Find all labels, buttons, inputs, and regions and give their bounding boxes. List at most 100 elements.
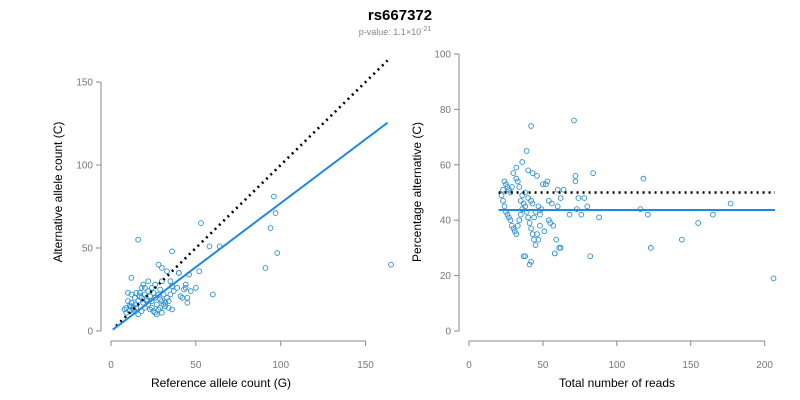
subtitle-exponent: -21 [421, 26, 431, 33]
data-point [128, 275, 135, 281]
data-point [548, 200, 555, 207]
data-point [125, 298, 131, 304]
data-point [125, 289, 131, 296]
data-point [135, 311, 142, 318]
data-point [525, 195, 531, 201]
x-tick-label: 150 [682, 360, 699, 371]
data-point [152, 294, 158, 301]
data-point [571, 117, 577, 124]
data-point [164, 268, 170, 275]
data-point [131, 294, 138, 301]
data-point [157, 286, 164, 293]
data-point [136, 293, 143, 299]
x-tick-label: 0 [108, 360, 114, 371]
data-point [543, 181, 549, 188]
data-point [516, 217, 523, 224]
data-point [164, 294, 170, 301]
data-point [165, 298, 172, 304]
y-tick-label: 100 [76, 161, 93, 172]
data-point [157, 304, 164, 311]
data-point [130, 304, 136, 311]
data-point [153, 311, 160, 318]
data-point [507, 189, 514, 196]
chart-subtitle: p-value: 1.1×10-21 [359, 26, 432, 37]
data-point [500, 197, 506, 204]
y-tick-label: 0 [445, 327, 451, 338]
data-point [510, 225, 517, 232]
data-point [526, 220, 533, 226]
data-point [581, 195, 588, 201]
y-tick-label: 0 [87, 327, 93, 338]
data-point [209, 291, 216, 298]
data-point [126, 303, 133, 309]
data-point [148, 284, 155, 291]
data-point [510, 170, 517, 176]
data-point [522, 253, 529, 260]
x-tick-label: 100 [608, 360, 625, 371]
data-point [513, 164, 520, 171]
data-point [501, 203, 508, 210]
data-point [540, 181, 546, 188]
data-point [135, 236, 142, 243]
data-point [507, 217, 514, 224]
data-point [517, 197, 524, 204]
data-point [516, 184, 523, 190]
data-point [155, 306, 162, 313]
data-point [145, 278, 152, 285]
data-point [535, 236, 542, 243]
data-point [514, 222, 521, 229]
data-point [509, 222, 515, 229]
data-point [647, 245, 654, 251]
data-point [529, 170, 536, 176]
data-point [274, 250, 281, 256]
data-point [523, 148, 530, 154]
data-point [528, 225, 534, 232]
x-tick-label: 100 [272, 360, 289, 371]
chart-title: rs667372 [368, 7, 432, 24]
data-point [165, 304, 172, 311]
data-point [182, 281, 189, 288]
data-point [544, 178, 551, 185]
data-point [520, 200, 527, 207]
x-tick-label: 0 [466, 360, 472, 371]
data-point [551, 250, 558, 257]
data-point [506, 214, 512, 221]
data-point [177, 293, 184, 299]
data-point [157, 296, 164, 303]
data-point [526, 261, 533, 268]
data-point [142, 284, 148, 291]
data-point [575, 195, 582, 201]
data-point [187, 288, 194, 295]
data-point [162, 299, 169, 306]
data-point [513, 231, 520, 237]
data-point [710, 211, 716, 218]
data-point [534, 173, 540, 179]
data-point [534, 231, 540, 237]
data-point [553, 236, 560, 243]
data-point [192, 284, 199, 291]
data-point [525, 214, 531, 221]
data-point [596, 214, 602, 221]
data-point [388, 261, 394, 268]
data-point [695, 220, 701, 226]
data-point [184, 294, 191, 301]
data-point [155, 261, 162, 268]
x-tick-label: 150 [357, 360, 374, 371]
data-point [498, 192, 505, 199]
data-point [770, 275, 777, 282]
data-point [272, 210, 279, 216]
data-point [182, 284, 189, 291]
y-axis-label: Percentage alternative (C) [410, 122, 424, 262]
data-point [572, 178, 579, 185]
data-point [159, 265, 165, 271]
data-point [545, 197, 552, 204]
fit-line [112, 121, 389, 331]
data-point [130, 306, 136, 313]
x-axis-label: Reference allele count (G) [151, 376, 291, 390]
y-tick-label: 20 [440, 271, 452, 282]
y-tick-label: 50 [82, 244, 94, 255]
data-point [572, 173, 579, 179]
data-point [537, 222, 543, 229]
data-point [554, 186, 561, 193]
right-scatter-panel: 0 20 40 60 80 100 0 50 100 150 200 Total number of … [410, 50, 777, 390]
